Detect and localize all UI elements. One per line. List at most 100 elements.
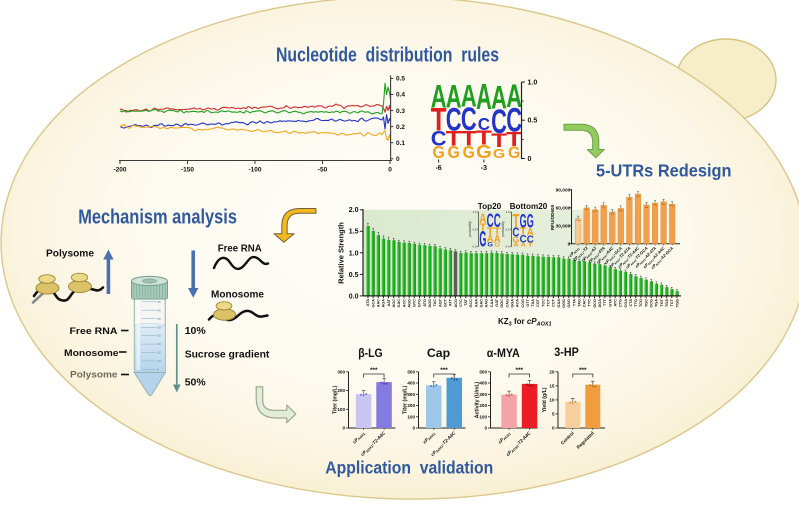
svg-text:T: T xyxy=(479,222,486,233)
svg-text:CGT: CGT xyxy=(536,298,540,307)
svg-text:G: G xyxy=(495,242,501,248)
svg-text:ATA: ATA xyxy=(366,299,370,306)
svg-text:C: C xyxy=(520,234,527,246)
svg-text:0: 0 xyxy=(412,426,415,431)
svg-text:T: T xyxy=(446,127,462,150)
svg-text:AAA: AAA xyxy=(474,299,478,307)
svg-text:300: 300 xyxy=(407,392,415,397)
svg-text:G: G xyxy=(508,143,520,162)
svg-text:1.0: 1.0 xyxy=(506,210,510,214)
svg-text:TAT: TAT xyxy=(464,298,468,305)
svg-text:G: G xyxy=(463,142,475,162)
svg-text:300: 300 xyxy=(337,370,345,375)
svg-text:AAT: AAT xyxy=(387,298,391,306)
svg-text:C: C xyxy=(506,102,522,140)
svg-text:Mechanism analysis: Mechanism analysis xyxy=(78,206,237,228)
svg-text:RFU/OD600: RFU/OD600 xyxy=(550,204,555,230)
svg-text:A: A xyxy=(479,210,486,226)
svg-text:G: G xyxy=(487,242,492,249)
svg-text:35: 35 xyxy=(157,317,161,321)
svg-text:0.1: 0.1 xyxy=(396,140,405,147)
svg-text:C: C xyxy=(461,100,477,136)
svg-text:TGG: TGG xyxy=(675,299,679,307)
svg-text:GTA: GTA xyxy=(608,299,612,307)
svg-text:0: 0 xyxy=(388,167,392,174)
svg-text:GCA: GCA xyxy=(371,299,375,308)
svg-text:β-LG: β-LG xyxy=(358,348,383,360)
svg-text:ATC: ATC xyxy=(613,299,617,307)
svg-text:0.0: 0.0 xyxy=(506,245,510,249)
svg-text:Free RNA: Free RNA xyxy=(70,326,118,337)
svg-text:GCC: GCC xyxy=(469,299,473,308)
svg-text:ACG: ACG xyxy=(454,299,458,307)
svg-text:ATG: ATG xyxy=(423,299,427,307)
svg-text:C: C xyxy=(512,226,519,239)
svg-text:1.0: 1.0 xyxy=(528,79,538,86)
svg-text:TAC: TAC xyxy=(433,299,437,307)
svg-text:T: T xyxy=(476,126,492,149)
svg-text:***: *** xyxy=(370,367,378,374)
svg-text:Nucleotide distribution rule: Nucleotide distribution rules xyxy=(276,45,499,67)
svg-text:0.0: 0.0 xyxy=(473,245,477,249)
svg-text:50%: 50% xyxy=(185,377,207,389)
svg-text:AGT: AGT xyxy=(438,298,442,307)
svg-text:0: 0 xyxy=(552,426,555,431)
svg-text:Titer (mg/L): Titer (mg/L) xyxy=(403,385,409,414)
svg-text:TTC: TTC xyxy=(588,299,592,307)
svg-text:40: 40 xyxy=(157,308,161,312)
svg-text:C: C xyxy=(491,103,507,141)
svg-text:0.5: 0.5 xyxy=(473,227,477,231)
svg-text:ACA: ACA xyxy=(516,299,520,307)
svg-text:400: 400 xyxy=(479,381,487,386)
svg-text:C: C xyxy=(446,101,462,137)
svg-text:GAC: GAC xyxy=(480,299,484,308)
svg-text:G: G xyxy=(479,227,486,252)
svg-text:A: A xyxy=(487,234,494,245)
svg-text:-200: -200 xyxy=(113,167,126,174)
svg-text:***: *** xyxy=(579,367,587,374)
svg-text:AGA: AGA xyxy=(382,299,386,308)
svg-text:Application validation: Application validation xyxy=(325,458,493,478)
svg-text:TAG: TAG xyxy=(577,299,581,307)
svg-text:-3: -3 xyxy=(481,165,487,172)
svg-text:5: 5 xyxy=(157,368,159,372)
svg-text:T: T xyxy=(494,226,501,237)
svg-text:A: A xyxy=(520,242,526,248)
svg-text:T: T xyxy=(431,103,447,138)
svg-text:45: 45 xyxy=(157,300,161,304)
svg-text:α-MYA: α-MYA xyxy=(487,348,520,360)
svg-text:ACC: ACC xyxy=(402,299,406,307)
svg-text:G: G xyxy=(476,142,492,163)
svg-text:A: A xyxy=(431,78,447,114)
svg-text:Sucrose gradient: Sucrose gradient xyxy=(185,348,270,360)
svg-text:G: G xyxy=(512,235,519,245)
svg-text:CGA: CGA xyxy=(624,299,628,308)
svg-text:G: G xyxy=(520,211,527,233)
svg-text:KZ3 for cPAOX1: KZ3 for cPAOX1 xyxy=(498,317,552,328)
svg-text:T: T xyxy=(491,129,507,151)
svg-text:A: A xyxy=(461,77,477,113)
svg-text:Monosome: Monosome xyxy=(64,348,119,359)
svg-text:probability: probability xyxy=(468,221,472,237)
svg-text:TTA: TTA xyxy=(572,299,576,306)
svg-text:Top20: Top20 xyxy=(478,202,502,211)
svg-text:TCT: TCT xyxy=(547,298,551,306)
svg-text:GAG: GAG xyxy=(567,299,571,308)
svg-text:cPAOX1: cPAOX1 xyxy=(422,431,437,446)
svg-text:GTC: GTC xyxy=(413,299,417,307)
svg-text:CGG: CGG xyxy=(521,299,525,308)
svg-text:GAT: GAT xyxy=(495,298,499,306)
svg-text:90,000: 90,000 xyxy=(556,187,571,193)
svg-text:GTT: GTT xyxy=(526,298,530,306)
svg-text:500: 500 xyxy=(407,370,415,375)
svg-text:C: C xyxy=(478,114,490,134)
svg-text:5-UTRs Redesign: 5-UTRs Redesign xyxy=(596,161,732,181)
svg-text:TGA: TGA xyxy=(665,299,669,307)
svg-text:GCG: GCG xyxy=(593,299,597,308)
svg-text:AAG: AAG xyxy=(485,299,489,307)
svg-text:5: 5 xyxy=(552,412,555,417)
svg-text:GGC: GGC xyxy=(500,299,504,308)
svg-text:A: A xyxy=(494,234,501,246)
svg-text:GCT: GCT xyxy=(444,298,448,307)
svg-text:T: T xyxy=(528,241,534,248)
